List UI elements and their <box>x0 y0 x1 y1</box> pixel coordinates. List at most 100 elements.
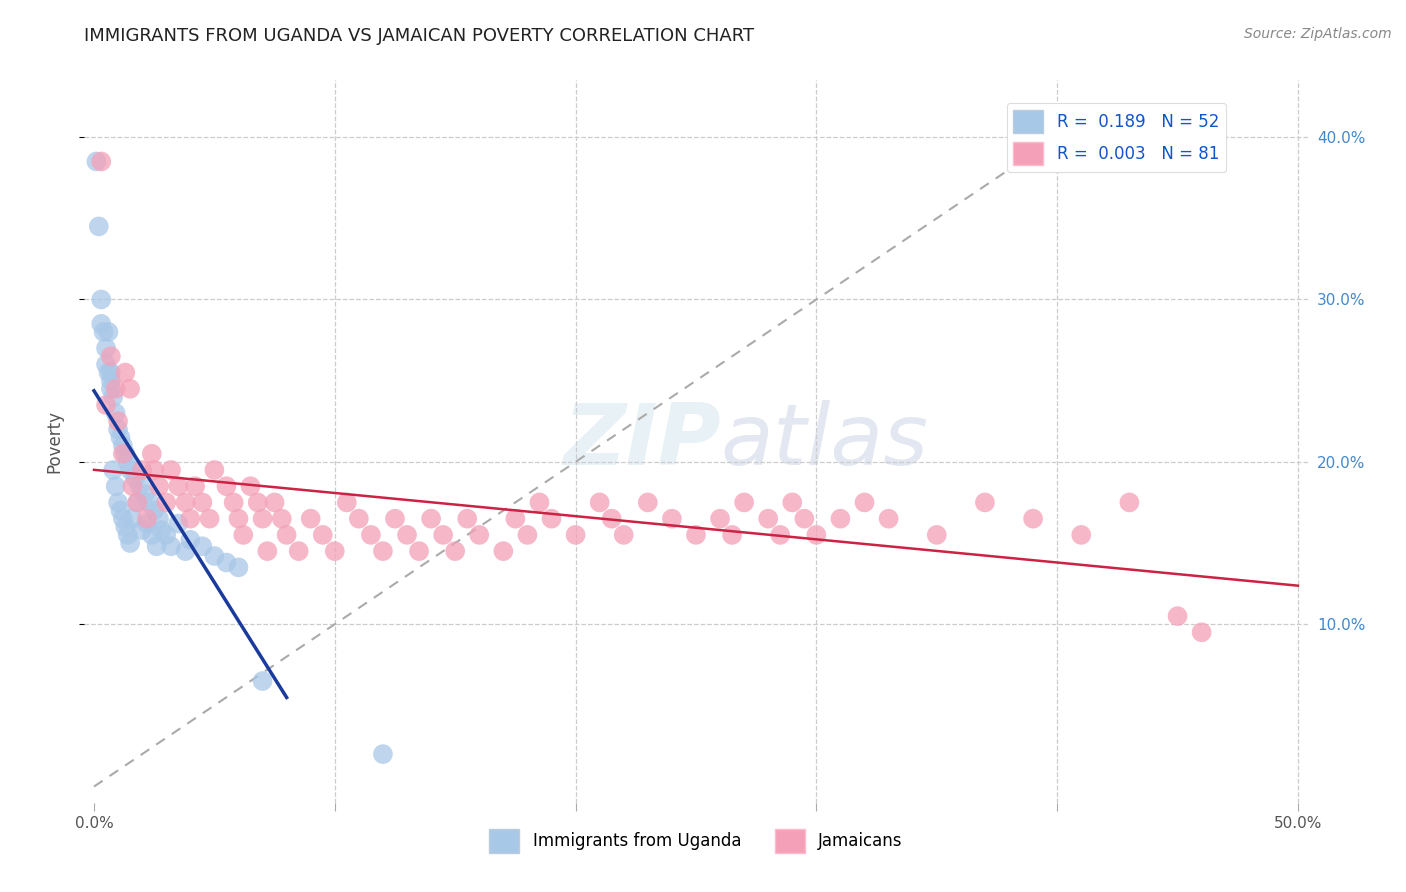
Point <box>721 528 744 542</box>
Point <box>925 528 948 542</box>
Point <box>94 341 117 355</box>
Point <box>138 495 160 509</box>
Point <box>456 511 478 525</box>
Point <box>174 544 197 558</box>
Point <box>150 523 173 537</box>
Point <box>974 495 997 509</box>
Point <box>270 511 292 525</box>
Point <box>100 374 122 388</box>
Point <box>86 154 108 169</box>
Point <box>94 398 117 412</box>
Point <box>853 495 876 509</box>
Text: atlas: atlas <box>720 400 928 483</box>
Point <box>444 544 467 558</box>
Text: Source: ZipAtlas.com: Source: ZipAtlas.com <box>1244 27 1392 41</box>
Point <box>323 544 346 558</box>
Point <box>830 511 852 525</box>
Point <box>709 511 731 525</box>
Point <box>613 528 636 542</box>
Point <box>87 219 110 234</box>
Point <box>191 495 214 509</box>
Point <box>198 511 221 525</box>
Point <box>145 539 167 553</box>
Point <box>120 382 142 396</box>
Point <box>564 528 586 542</box>
Point <box>160 539 183 553</box>
Point <box>806 528 828 542</box>
Point <box>143 503 166 517</box>
Point <box>141 528 163 542</box>
Point <box>347 511 370 525</box>
Point <box>114 366 136 380</box>
Point <box>134 487 156 501</box>
Point <box>167 516 190 531</box>
Point <box>239 479 262 493</box>
Point <box>155 495 177 509</box>
Point <box>1070 528 1092 542</box>
Point <box>384 511 406 525</box>
Point <box>179 511 201 525</box>
Point <box>160 463 183 477</box>
Point <box>1022 511 1045 525</box>
Point <box>120 536 142 550</box>
Point <box>232 528 254 542</box>
Point <box>215 479 238 493</box>
Point <box>103 463 125 477</box>
Point <box>733 495 755 509</box>
Point <box>782 495 804 509</box>
Point <box>184 479 207 493</box>
Point <box>97 325 120 339</box>
Point <box>128 479 150 493</box>
Point <box>299 511 322 525</box>
Point <box>1191 625 1213 640</box>
Point <box>685 528 707 542</box>
Point <box>174 495 197 509</box>
Point <box>100 349 122 363</box>
Point <box>90 317 112 331</box>
Point <box>117 528 139 542</box>
Point <box>529 495 551 509</box>
Point <box>793 511 815 525</box>
Point <box>505 511 527 525</box>
Point <box>114 520 136 534</box>
Legend: Immigrants from Uganda, Jamaicans: Immigrants from Uganda, Jamaicans <box>482 822 910 860</box>
Point <box>256 544 278 558</box>
Point <box>222 495 245 509</box>
Point <box>148 511 170 525</box>
Point <box>143 463 166 477</box>
Point <box>148 479 170 493</box>
Point <box>117 455 139 469</box>
Point <box>103 390 125 404</box>
Point <box>104 382 127 396</box>
Point <box>93 325 115 339</box>
Point <box>1118 495 1140 509</box>
Point <box>588 495 610 509</box>
Point <box>94 358 117 372</box>
Point <box>228 560 250 574</box>
Point <box>191 539 214 553</box>
Point <box>637 495 659 509</box>
Point <box>167 479 190 493</box>
Point <box>756 511 779 525</box>
Point <box>432 528 454 542</box>
Point <box>111 447 134 461</box>
Point <box>263 495 285 509</box>
Point <box>107 495 129 509</box>
Point <box>1167 609 1189 624</box>
Point <box>600 511 623 525</box>
Point <box>114 447 136 461</box>
Point <box>111 439 134 453</box>
Point <box>276 528 298 542</box>
Point <box>104 479 127 493</box>
Point <box>121 479 143 493</box>
Point <box>202 549 225 563</box>
Point <box>127 495 149 509</box>
Point <box>877 511 900 525</box>
Point <box>395 528 418 542</box>
Point <box>179 533 201 547</box>
Point <box>420 511 443 525</box>
Point <box>111 511 134 525</box>
Point <box>287 544 309 558</box>
Point <box>769 528 792 542</box>
Point <box>110 503 132 517</box>
